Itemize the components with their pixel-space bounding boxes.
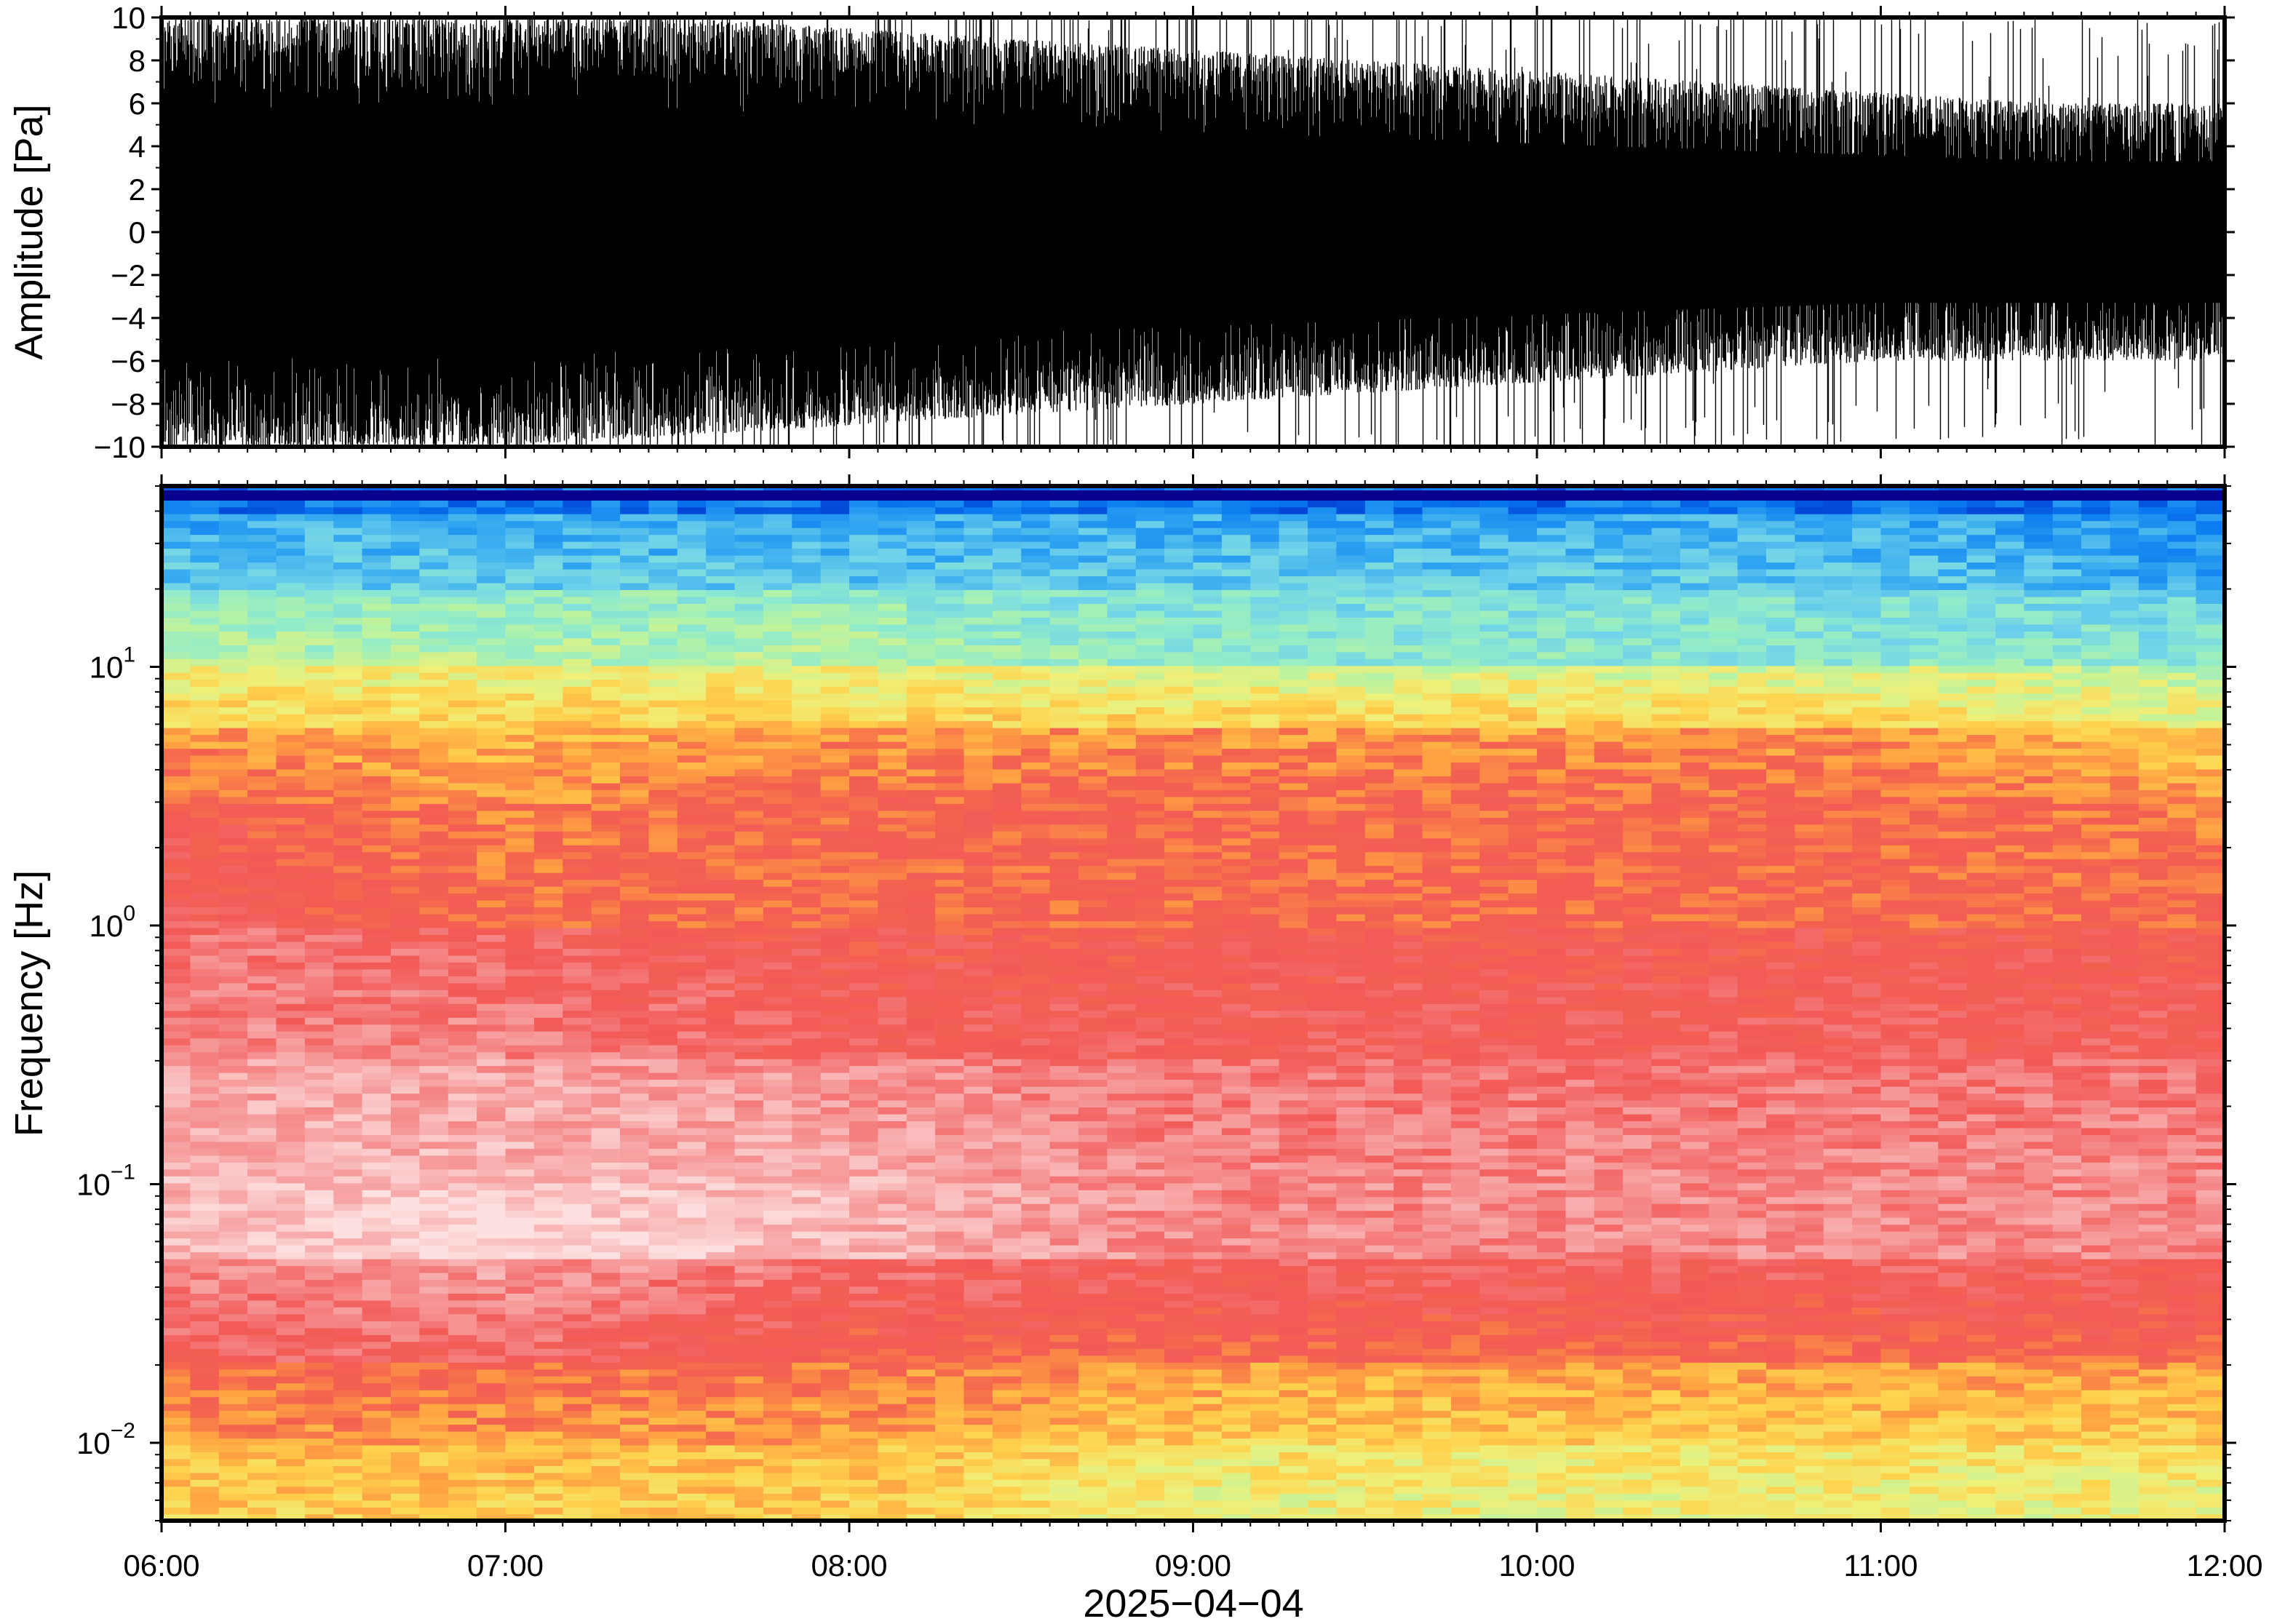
- waveform-trace: [161, 17, 2225, 447]
